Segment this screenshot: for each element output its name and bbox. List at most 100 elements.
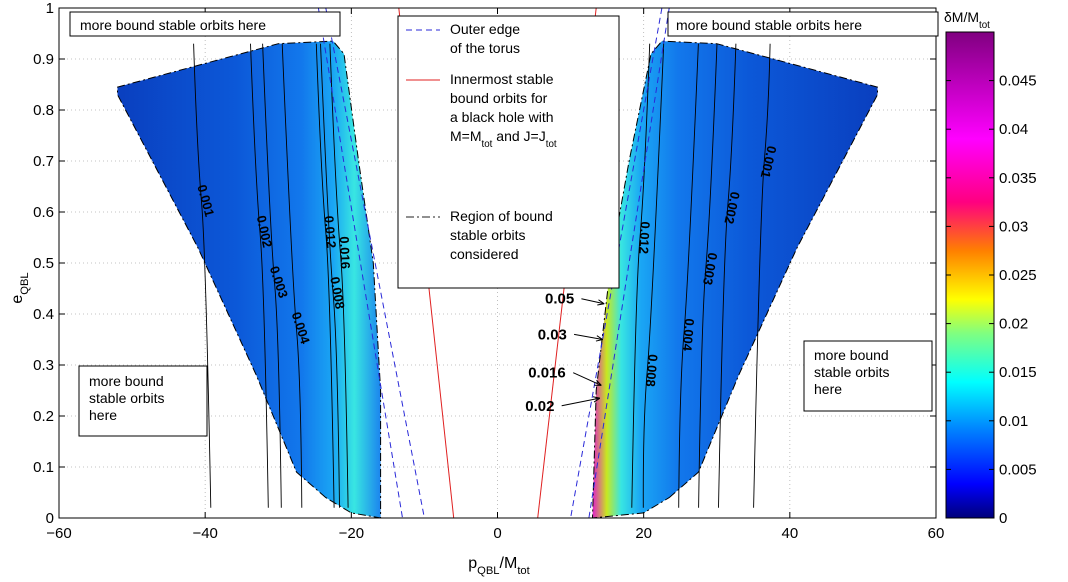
- callout-label: 0.03: [538, 326, 567, 343]
- torus-edge-line: [317, 8, 403, 518]
- y-tick-label: 0.4: [33, 306, 54, 323]
- x-axis-label: pQBL/Mtot: [468, 555, 530, 577]
- colorbar-tick-label: 0.025: [999, 267, 1037, 284]
- annotation-line: stable orbits: [89, 390, 164, 406]
- right-bound-orbit-region: [592, 41, 878, 518]
- y-tick-label: 0.9: [33, 51, 54, 68]
- colorbar-fill: [945, 31, 995, 519]
- y-tick-label: 0: [46, 510, 54, 527]
- x-tick-label: 60: [928, 525, 945, 542]
- torus-outer-edge-lines: [317, 8, 670, 518]
- torus-edge-line: [588, 8, 670, 518]
- annotation-line: more bound: [89, 373, 164, 389]
- contour-label: 0.001: [758, 144, 780, 179]
- contour-line: [315, 43, 335, 508]
- colorbar: 0 0.005 0.01 0.015 0.02 0.025 0.03 0.035 0.04 0.0…: [944, 9, 1037, 527]
- contour-line: [631, 43, 651, 508]
- callout-label: 0.016: [528, 365, 566, 382]
- callout-arrowhead: [594, 379, 602, 386]
- callout-arrow: [574, 333, 603, 340]
- torus-edge-line: [325, 8, 425, 518]
- colorbar-tick-label: 0.02: [999, 316, 1028, 333]
- callout-arrow: [572, 372, 602, 386]
- colorbar-tick-label: 0: [999, 510, 1007, 527]
- contour-line: [698, 43, 718, 508]
- legend-label: Region of bound stable orbits considered: [450, 208, 553, 262]
- callout-arrowhead: [592, 396, 601, 403]
- colorbar-tick-label: 0.03: [999, 218, 1028, 235]
- x-tick-label: −40: [192, 525, 217, 542]
- annotation-mid-right: more bound stable orbits here: [803, 340, 933, 412]
- colorbar-tick-label: 0.04: [999, 121, 1028, 138]
- annotation-line: here: [89, 407, 117, 423]
- callout-arrowhead: [595, 335, 604, 342]
- y-tick-label: 0.2: [33, 408, 54, 425]
- legend-label: Outer edge of the torus: [450, 21, 520, 56]
- contour-line: [753, 43, 771, 508]
- legend: Outer edge of the torus Innermost stable bo…: [397, 15, 620, 289]
- contour-label: 0.016: [337, 236, 353, 269]
- annotation-top-right: more bound stable orbits here: [667, 11, 939, 37]
- callout-arrowhead: [597, 299, 605, 306]
- callout-label: 0.02: [525, 398, 554, 415]
- x-tick-label: −60: [46, 525, 71, 542]
- annotation-line: more bound stable orbits here: [676, 17, 862, 33]
- legend-label: M=Mtot and J=Jtot: [450, 128, 557, 150]
- y-tick-label: 0.8: [33, 102, 54, 119]
- y-tick-label: 0.5: [33, 255, 54, 272]
- legend-label: Innermost stable bound orbits for a black …: [450, 71, 554, 125]
- left-bound-orbit-region: [117, 41, 381, 518]
- svg-text:more bound stable orbits here: more bound stable orbits here: [676, 17, 862, 33]
- colorbar-tick-label: 0.01: [999, 413, 1028, 430]
- callout-arrow: [561, 397, 600, 407]
- colorbar-tick-label: 0.035: [999, 170, 1037, 187]
- contour-label: 0.002: [254, 214, 275, 249]
- y-tick-label: 0.6: [33, 204, 54, 221]
- y-axis-ticks: 0 0.1 0.2 0.3 0.4 0.5 0.6 0.7 0.8 0.9 1: [33, 0, 936, 527]
- svg-text:more bound stable orbits here: more bound stable orbits here: [80, 17, 266, 33]
- contour-callouts: 0.05 0.03 0.016 0.02: [525, 291, 605, 415]
- x-axis-ticks: −60 −40 −20 0 20 40 60: [46, 8, 944, 542]
- x-tick-label: 0: [493, 525, 501, 542]
- colorbar-tick-label: 0.015: [999, 364, 1037, 381]
- x-tick-label: −20: [339, 525, 364, 542]
- contour-line: [329, 43, 349, 508]
- contour-label: 0.002: [721, 190, 742, 225]
- contour-line: [250, 43, 269, 508]
- contour-label: 0.012: [321, 215, 339, 249]
- left-region-boundary-line: [117, 40, 382, 518]
- callout-label: 0.05: [545, 291, 574, 308]
- x-tick-label: 40: [781, 525, 798, 542]
- contour-line: [642, 43, 665, 508]
- contour-line: [281, 43, 303, 508]
- y-tick-label: 0.1: [33, 459, 54, 476]
- contour-labels: 0.0010.0020.0030.0040.0080.0120.0160.001…: [194, 144, 779, 387]
- y-tick-label: 0.3: [33, 357, 54, 374]
- annotation-line: stable orbits: [814, 364, 889, 380]
- x-tick-label: 20: [635, 525, 652, 542]
- contour-label: 0.004: [679, 318, 697, 352]
- contour-line: [193, 43, 212, 508]
- contour-line: [320, 43, 340, 508]
- y-tick-label: 0.7: [33, 153, 54, 170]
- contour-line: [262, 43, 282, 508]
- annotation-top-left: more bound stable orbits here: [69, 11, 341, 37]
- annotation-line: more bound: [814, 347, 889, 363]
- contour-label: 0.012: [636, 221, 653, 254]
- torus-edge-line: [570, 8, 663, 518]
- contour-line: [678, 43, 699, 508]
- y-tick-label: 1: [46, 0, 54, 17]
- colorbar-tick-label: 0.005: [999, 461, 1037, 478]
- annotation-mid-left: more bound stable orbits here: [78, 365, 208, 437]
- contour-line: [718, 43, 737, 508]
- right-contour-lines: [631, 43, 771, 508]
- colorbar-title: δM/Mtot: [944, 9, 990, 31]
- callout-arrow: [581, 298, 605, 305]
- annotation-line: more bound stable orbits here: [80, 17, 266, 33]
- y-axis-label: eQBL: [9, 272, 31, 303]
- colorbar-tick-label: 0.045: [999, 73, 1037, 90]
- left-contour-lines: [193, 43, 349, 508]
